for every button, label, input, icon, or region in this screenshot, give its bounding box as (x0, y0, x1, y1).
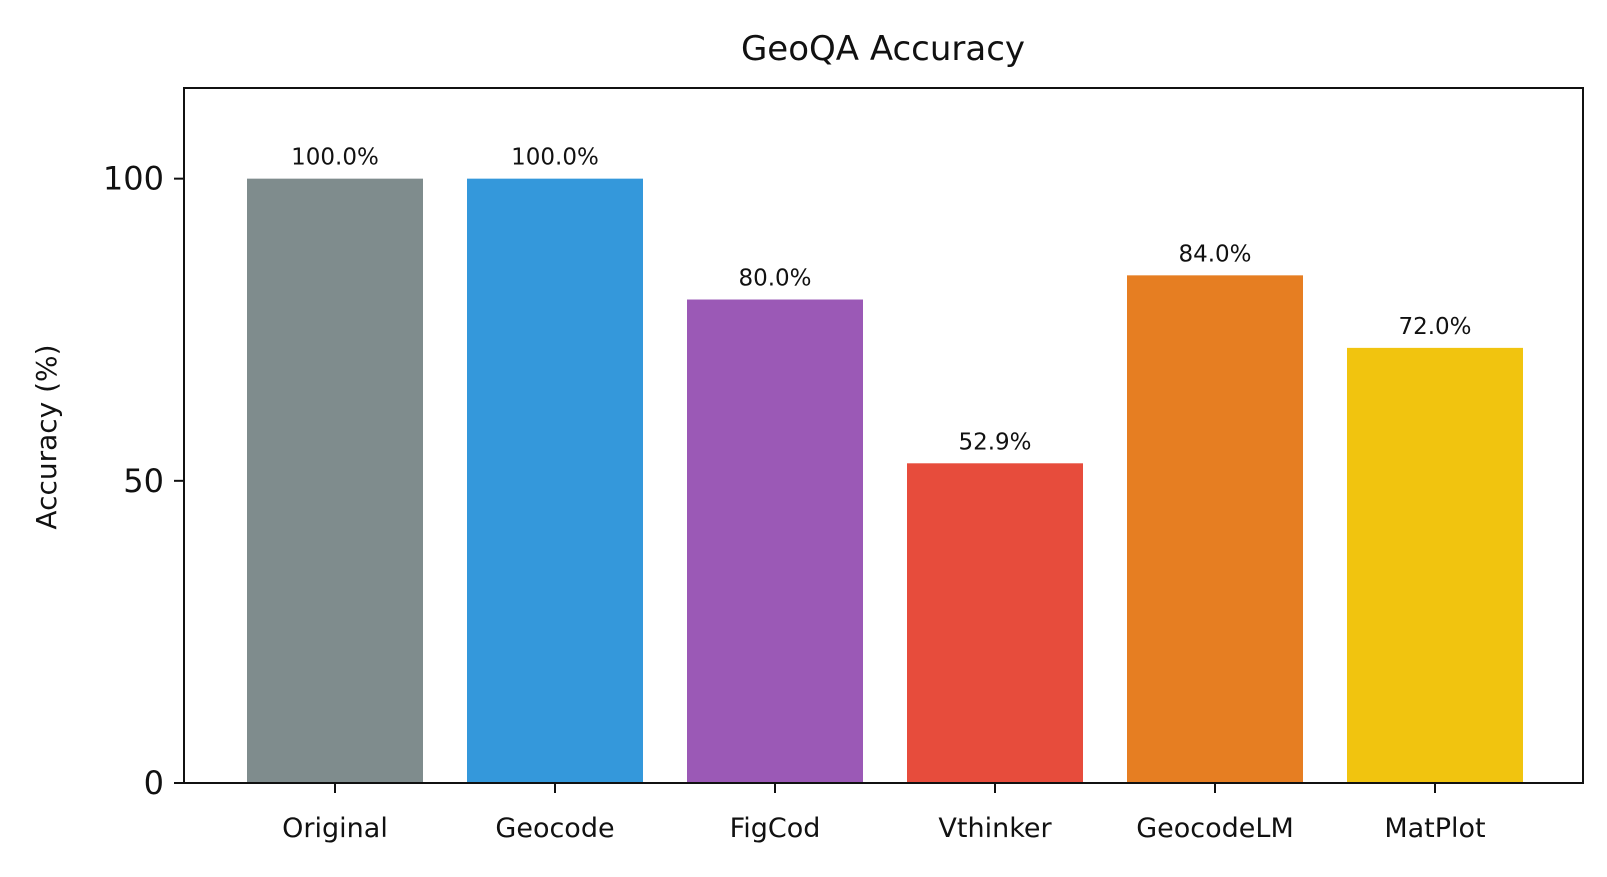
data-label-matplot: 72.0% (1398, 314, 1471, 340)
bars-layer (247, 178, 1523, 784)
chart-title: GeoQA Accuracy (741, 29, 1025, 69)
bar-figcod (687, 299, 863, 783)
data-label-geocodelm: 84.0% (1178, 241, 1251, 267)
bar-matplot (1347, 347, 1523, 783)
y-tick-label-50: 50 (123, 462, 164, 500)
bar-original (247, 178, 423, 784)
plot-frame (183, 87, 1584, 784)
axes-layer: Original Geocode FigCod Vthinker GeocodeLM Ma… (103, 87, 1584, 844)
x-tick-label-original: Original (282, 813, 388, 844)
x-tick-label-geocode: Geocode (495, 813, 614, 844)
x-tick-label-vthinker: Vthinker (938, 813, 1052, 844)
y-tick-label-100: 100 (103, 160, 164, 198)
data-label-figcod: 80.0% (738, 266, 811, 292)
data-label-geocode: 100.0% (511, 145, 599, 171)
data-labels-layer: 100.0% 100.0% 80.0% 52.9% 84.0% 72.0% (291, 145, 1471, 456)
bar-geocodelm (1127, 275, 1303, 783)
bar-vthinker (907, 463, 1083, 783)
x-tick-label-geocodelm: GeocodeLM (1136, 813, 1294, 844)
x-tick-label-matplot: MatPlot (1384, 813, 1485, 844)
y-tick-label-0: 0 (144, 764, 164, 802)
bar-geocode (467, 178, 643, 784)
data-label-vthinker: 52.9% (958, 429, 1031, 455)
x-tick-label-figcod: FigCod (730, 813, 821, 844)
y-axis-label: Accuracy (%) (30, 344, 63, 529)
data-label-original: 100.0% (291, 145, 379, 171)
